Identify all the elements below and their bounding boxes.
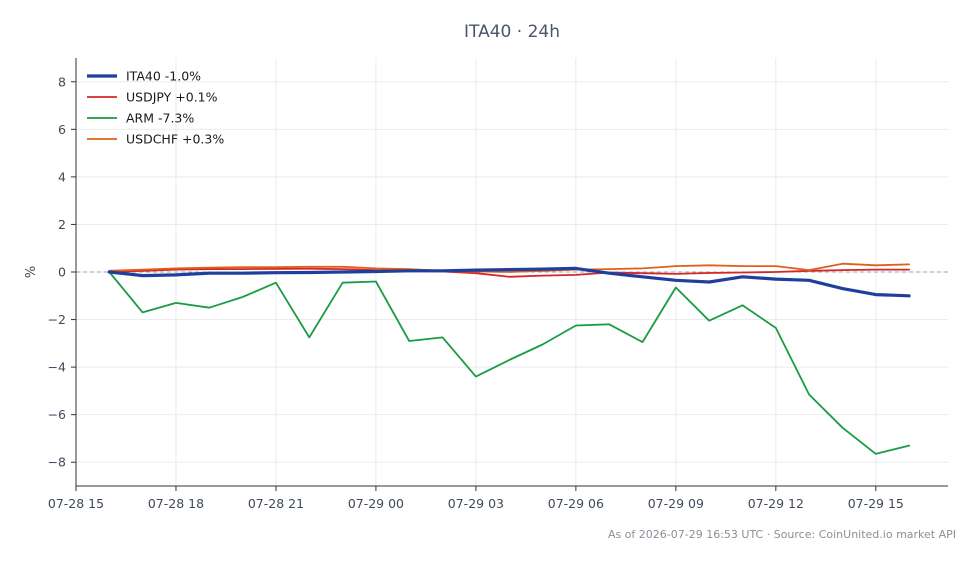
y-tick-label: 4: [58, 169, 66, 184]
y-tick-label: 6: [58, 122, 66, 137]
x-tick-label: 07-29 00: [348, 496, 404, 511]
x-tick-label: 07-28 15: [48, 496, 104, 511]
x-tick-label: 07-29 03: [448, 496, 504, 511]
legend-label: ARM -7.3%: [126, 111, 194, 126]
series-lines: [107, 262, 911, 455]
y-tick-label: −4: [48, 360, 66, 375]
y-tick-label: 0: [58, 265, 66, 280]
series-line-usdchf: [108, 262, 910, 273]
y-tick-label: 2: [58, 217, 66, 232]
footer-source: As of 2026-07-29 16:53 UTC · Source: Coi…: [608, 528, 956, 541]
y-axis-label: %: [24, 266, 39, 278]
legend: ITA40 -1.0% USDJPY +0.1% ARM -7.3% USDCHF +…: [87, 69, 224, 147]
chart-title: ITA40 · 24h: [464, 22, 560, 42]
y-tick-label: −2: [48, 312, 66, 327]
series-line-ita40: [107, 266, 911, 298]
y-tick-label: −6: [48, 407, 66, 422]
x-tick-label: 07-28 18: [148, 496, 204, 511]
legend-label: USDJPY +0.1%: [126, 90, 218, 105]
x-tick-label: 07-29 12: [748, 496, 804, 511]
y-tick-label: −8: [48, 455, 66, 470]
legend-label: USDCHF +0.3%: [126, 132, 224, 147]
series-line-usdjpy: [108, 267, 910, 278]
x-tick-label: 07-29 15: [848, 496, 904, 511]
x-tick-label: 07-29 06: [548, 496, 604, 511]
x-tick-label: 07-29 09: [648, 496, 704, 511]
series-line-arm: [108, 271, 910, 455]
x-tick-label: 07-28 21: [248, 496, 304, 511]
y-tick-label: 8: [58, 74, 66, 89]
legend-label: ITA40 -1.0%: [126, 69, 201, 84]
axes: −8 −6 −4 −2 0 2 4 6 8 07-28 15 07-28 18 07-28 21 07-…: [48, 58, 948, 511]
